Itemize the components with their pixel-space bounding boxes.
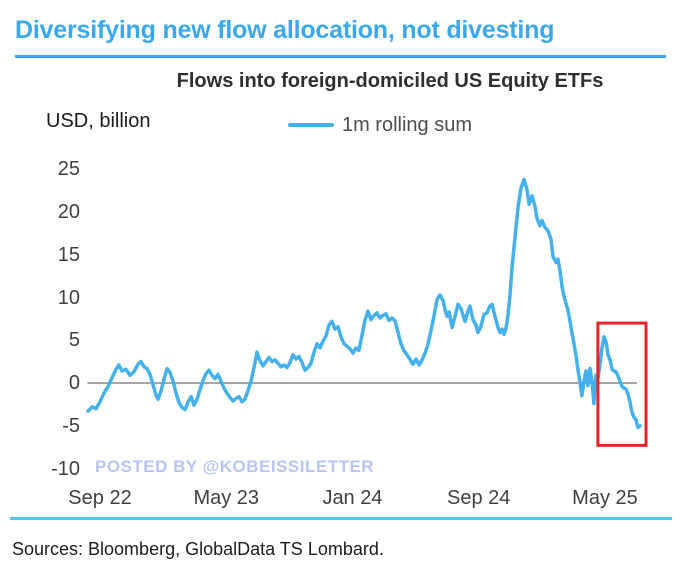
y-tick-label: 25 bbox=[57, 158, 80, 181]
x-tick-label: Sep 22 bbox=[68, 487, 132, 509]
y-tick-label: -5 bbox=[62, 414, 80, 437]
y-tick-label: 10 bbox=[57, 286, 80, 309]
y-tick-label: 20 bbox=[57, 201, 80, 223]
chart-legend: 1m rolling sum bbox=[100, 113, 660, 137]
x-tick-label: Jan 24 bbox=[322, 487, 383, 509]
y-tick-label: 15 bbox=[57, 243, 80, 266]
watermark-text: POSTED BY @KOBEISSILETTER bbox=[95, 457, 375, 476]
x-tick-label: Sep 24 bbox=[447, 487, 511, 509]
chart-title: Flows into foreign-domiciled US Equity E… bbox=[176, 70, 604, 92]
header-underline-divider bbox=[15, 55, 666, 58]
y-axis-unit-label: USD, billion bbox=[46, 110, 151, 132]
legend-line-swatch-icon bbox=[287, 123, 334, 127]
sources-text: Sources: Bloomberg, GlobalData TS Lombar… bbox=[12, 539, 384, 559]
y-tick-label: 5 bbox=[68, 329, 80, 352]
rolling-sum-line bbox=[86, 177, 642, 430]
bottom-divider bbox=[10, 517, 672, 520]
x-tick-label: May 23 bbox=[193, 487, 260, 509]
y-tick-label: 0 bbox=[68, 372, 80, 394]
y-tick-label: -10 bbox=[51, 457, 80, 480]
highlight-box-annotation bbox=[596, 321, 648, 447]
header-title: Diversifying new flow allocation, not di… bbox=[15, 16, 555, 44]
legend-label: 1m rolling sum bbox=[341, 113, 473, 136]
x-tick-label: May 25 bbox=[572, 487, 638, 509]
